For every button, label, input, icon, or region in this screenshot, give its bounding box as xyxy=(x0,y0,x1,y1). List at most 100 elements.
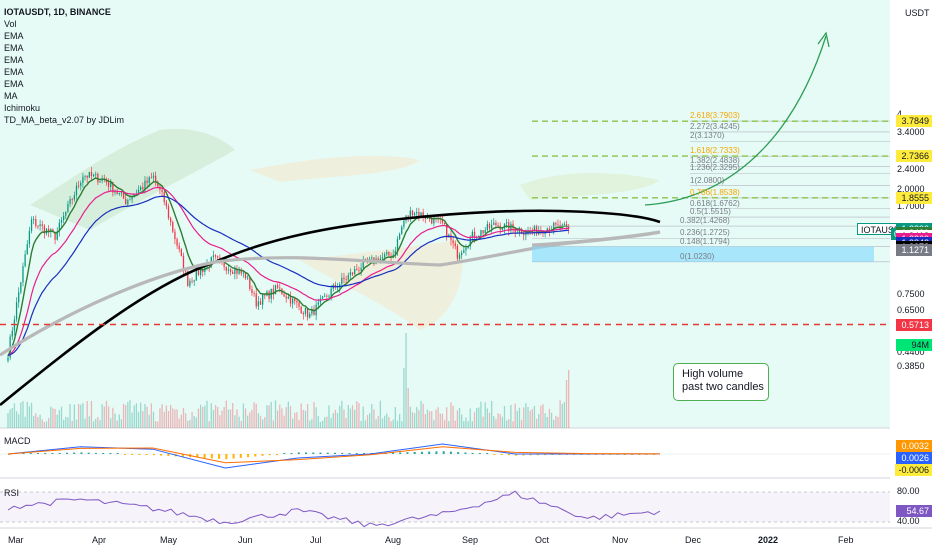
volume-bar xyxy=(276,410,279,428)
volume-bar xyxy=(379,400,382,428)
volume-bar xyxy=(531,409,533,428)
candle-body xyxy=(520,228,523,234)
macd-pane-label[interactable]: MACD xyxy=(4,436,31,446)
volume-bar xyxy=(221,410,223,428)
candle-body xyxy=(199,269,202,276)
candle-body xyxy=(182,255,185,271)
indicator-ema-2[interactable]: EMA xyxy=(4,43,24,53)
volume-bar xyxy=(217,406,219,428)
volume-bar xyxy=(422,403,424,428)
macd-histogram-bar xyxy=(8,454,10,455)
symbol-title[interactable]: IOTAUSDT, 1D, BINANCE xyxy=(4,7,111,17)
volume-bar xyxy=(229,409,232,428)
candle-body xyxy=(465,247,467,251)
candle-body xyxy=(125,198,127,205)
candle-body xyxy=(39,224,41,227)
candle-body xyxy=(336,287,339,289)
volume-bar xyxy=(394,407,396,428)
indicator-ema-4[interactable]: EMA xyxy=(4,67,24,77)
volume-bar xyxy=(65,417,67,428)
macd-histogram-bar xyxy=(276,454,279,455)
time-tick-label: Feb xyxy=(838,535,854,545)
volume-bar xyxy=(343,409,345,428)
candle-body xyxy=(253,293,255,294)
volume-bar xyxy=(80,404,82,428)
indicator-ema-1[interactable]: EMA xyxy=(4,31,24,41)
candle-body xyxy=(71,199,73,200)
candle-body xyxy=(110,182,112,187)
candle-body xyxy=(148,177,150,184)
candle-body xyxy=(249,277,251,290)
volume-bar xyxy=(349,408,352,428)
volume-bar xyxy=(204,405,206,428)
volume-bar xyxy=(392,419,394,428)
volume-bar xyxy=(512,421,514,428)
volume-bar xyxy=(431,411,433,428)
candle-body xyxy=(116,191,118,194)
candle-body xyxy=(396,239,399,251)
volume-bar xyxy=(202,406,204,428)
volume-bar xyxy=(294,412,296,428)
candle-body xyxy=(195,269,197,281)
volume-bar xyxy=(495,419,497,428)
candle-body xyxy=(244,272,247,279)
ichimoku-cloud xyxy=(30,128,660,330)
fib-level-label: 0.786(1.8538) xyxy=(690,187,740,197)
candle-body xyxy=(69,199,71,204)
time-tick-label: Jul xyxy=(310,535,322,545)
volume-bar xyxy=(565,380,568,428)
volume-bar xyxy=(354,409,356,428)
macd-histogram-bar xyxy=(391,452,394,454)
candle-body xyxy=(62,215,65,221)
volume-bar xyxy=(195,417,197,428)
callout-line-2: past two candles xyxy=(682,381,764,393)
macd-histogram-bar xyxy=(652,454,655,455)
volume-bar xyxy=(67,417,69,428)
volume-bar xyxy=(467,421,469,428)
candle-body xyxy=(300,306,302,314)
rsi-pane-label[interactable]: RSI xyxy=(4,488,20,498)
indicator-ema-5[interactable]: EMA xyxy=(4,79,24,89)
volume-bar xyxy=(24,416,26,428)
candle-body xyxy=(488,223,491,229)
candle-body xyxy=(187,271,189,286)
candle-body xyxy=(371,257,373,259)
macd-histogram-bar xyxy=(261,454,264,456)
macd-value-tag: 0.0026 xyxy=(896,452,932,464)
volume-bar xyxy=(326,416,328,428)
volume-bar xyxy=(187,420,189,428)
candle-body xyxy=(227,269,230,271)
candle-body xyxy=(469,237,471,247)
price-tick-label: 0.3850 xyxy=(897,360,925,371)
macd-histogram-bar xyxy=(268,454,271,456)
candle-body xyxy=(92,174,95,177)
indicator-vol[interactable]: Vol xyxy=(4,19,17,29)
macd-histogram-bar xyxy=(123,454,126,455)
volume-bar xyxy=(107,406,110,428)
indicator-ema-3[interactable]: EMA xyxy=(4,55,24,65)
volume-bar xyxy=(283,415,285,428)
candle-body xyxy=(234,268,236,274)
macd-histogram-bar xyxy=(116,453,119,454)
macd-histogram-bar xyxy=(406,452,409,454)
macd-histogram-bar xyxy=(515,454,518,456)
candle-body xyxy=(351,272,354,275)
volume-bar xyxy=(490,400,493,428)
volume-bar xyxy=(210,403,212,428)
macd-histogram-bar xyxy=(203,454,206,458)
candle-body xyxy=(236,268,238,274)
indicator-td-ma[interactable]: TD_MA_beta_v2.07 by JDLim xyxy=(4,115,125,125)
indicator-ma[interactable]: MA xyxy=(4,91,18,101)
macd-histogram-bar xyxy=(232,454,235,459)
macd-histogram-bar xyxy=(36,453,39,454)
macd-histogram-bar xyxy=(225,454,228,460)
candle-body xyxy=(559,224,561,229)
fib-level-label: 1.618(2.7333) xyxy=(690,146,740,156)
volume-bar xyxy=(484,402,486,428)
indicator-ichimoku[interactable]: Ichimoku xyxy=(4,103,41,113)
candle-body xyxy=(409,210,411,217)
volume-bar xyxy=(469,408,471,428)
candle-body xyxy=(503,223,506,229)
candle-body xyxy=(35,219,37,227)
